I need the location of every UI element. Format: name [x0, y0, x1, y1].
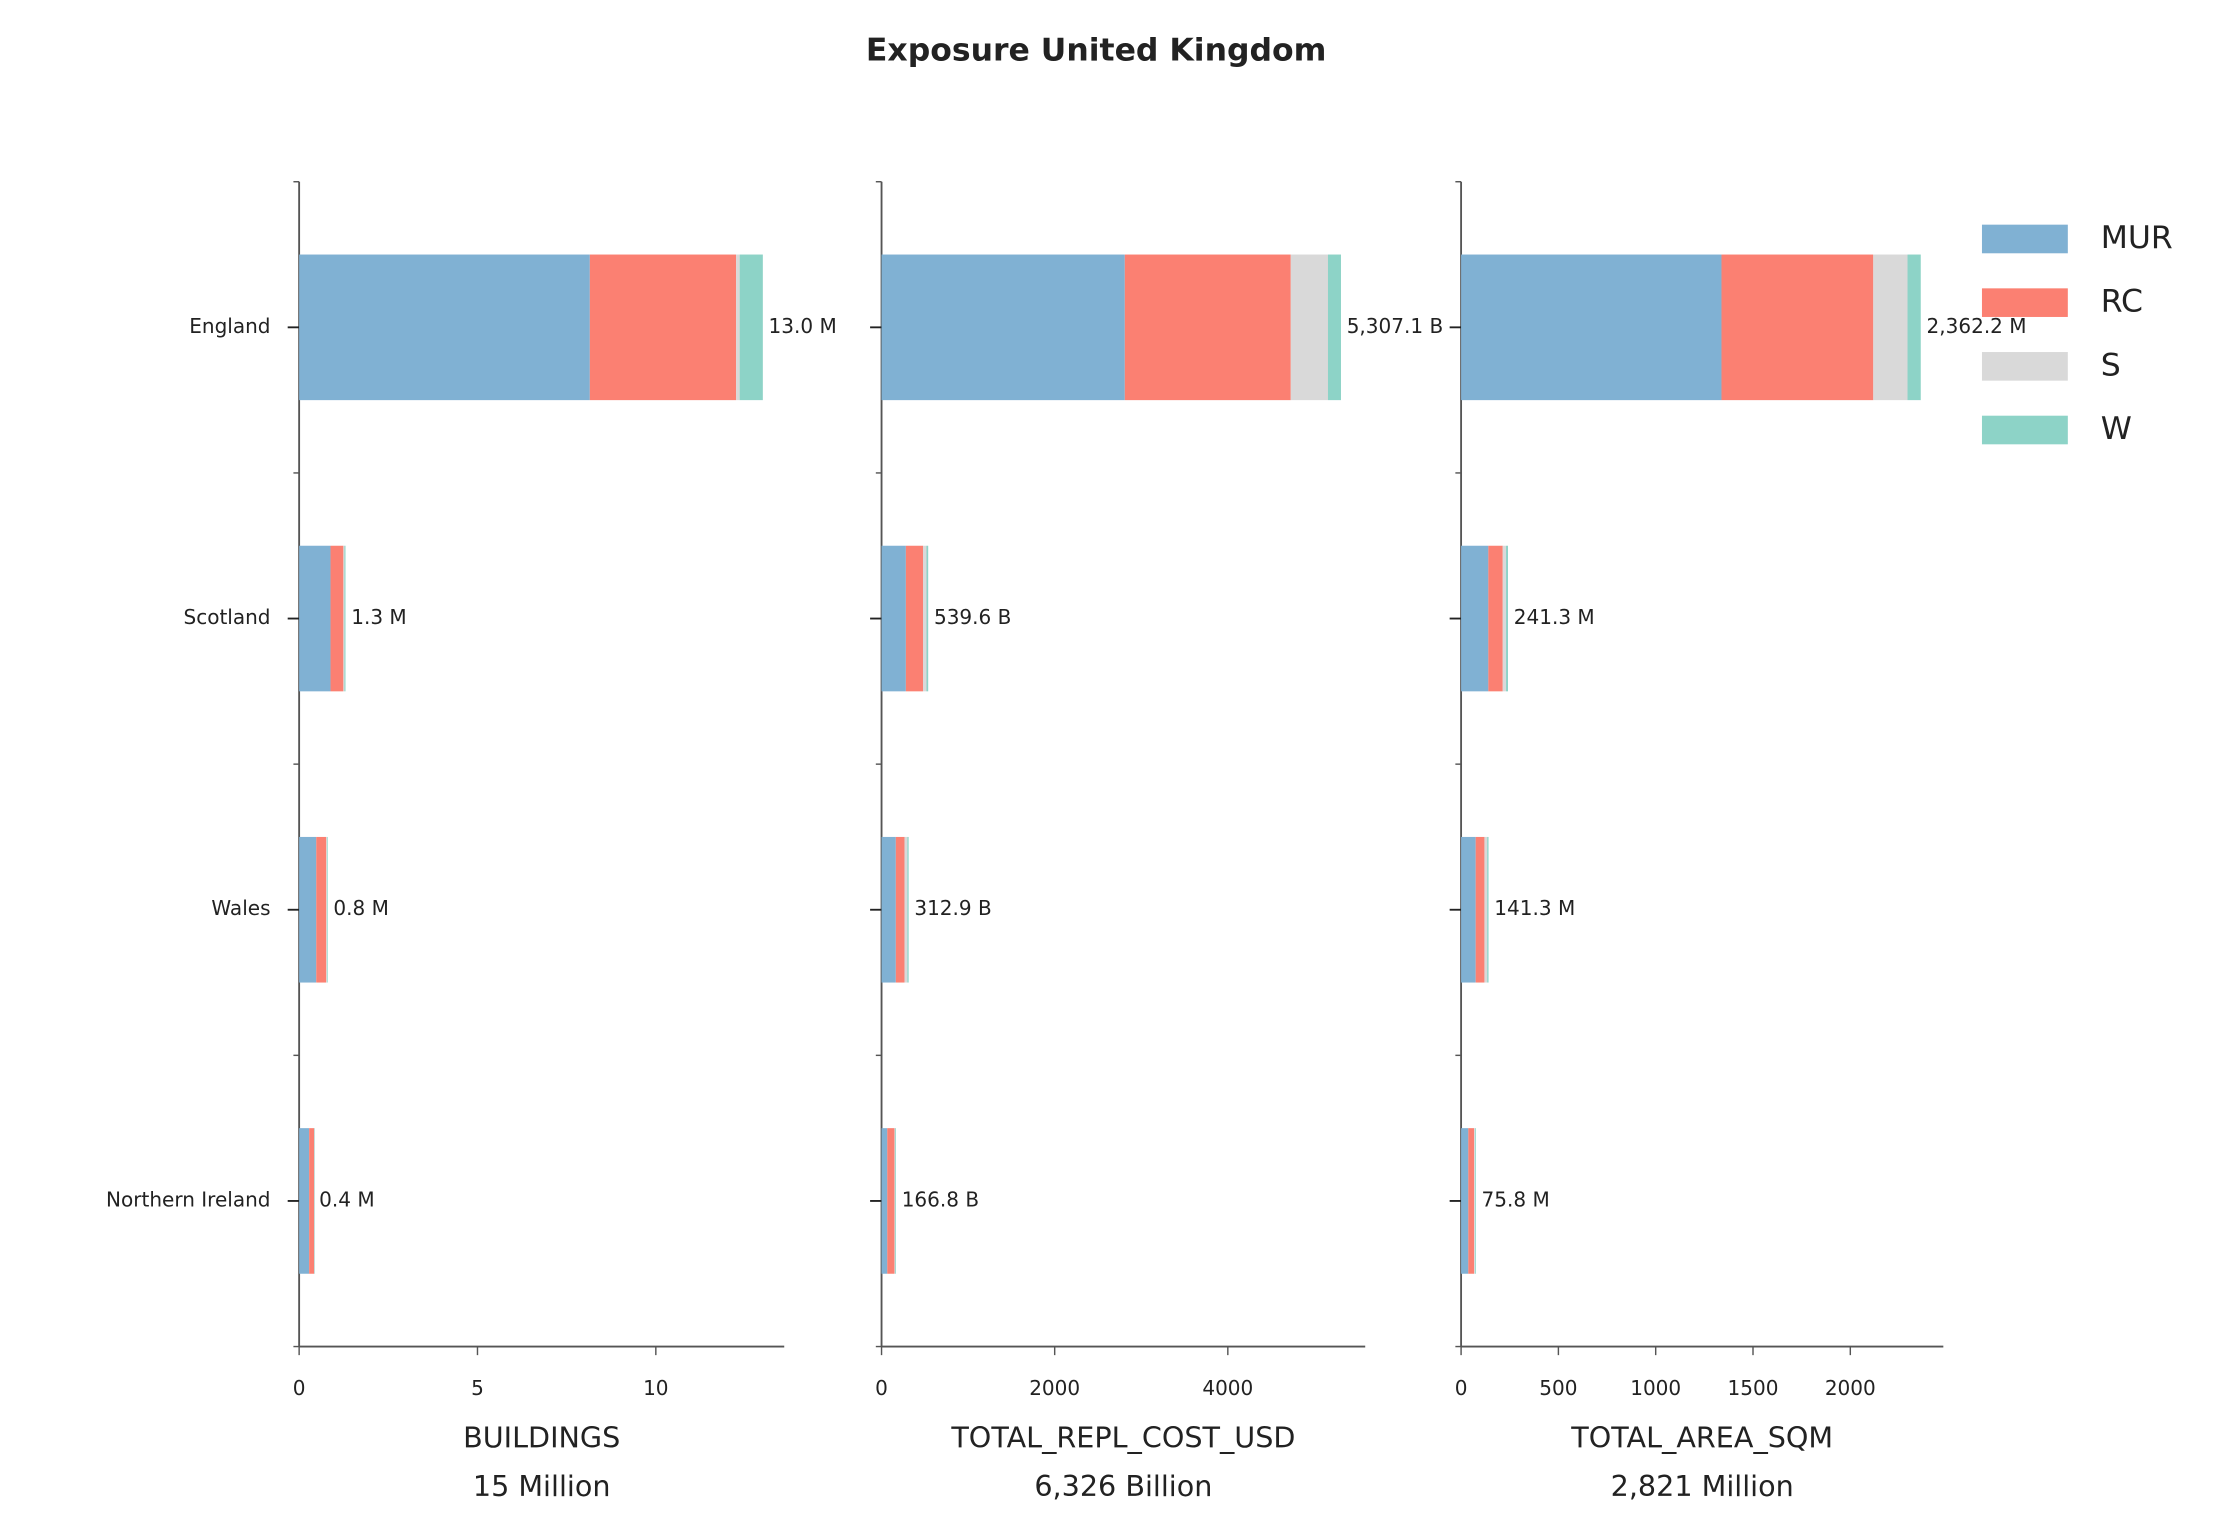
bar-segment	[1487, 836, 1489, 983]
x-tick-label: 4000	[1202, 1376, 1253, 1400]
bar-segment	[1124, 254, 1291, 401]
bar-segment	[905, 545, 924, 692]
bar-segment	[1461, 1128, 1469, 1274]
bar-segment	[299, 545, 331, 692]
bar-segment	[881, 545, 906, 692]
bar-segment	[326, 836, 327, 983]
bar-segment	[736, 254, 740, 401]
x-tick-label: 2000	[1825, 1376, 1876, 1400]
value-label: 1.3 M	[351, 605, 406, 629]
bar-segment	[881, 254, 1125, 401]
bar-segment	[343, 545, 345, 692]
bar-segment	[1468, 1128, 1475, 1274]
value-label: 2,362.2 M	[1927, 314, 2027, 338]
bar-segment	[1502, 545, 1507, 692]
value-label: 312.9 B	[914, 896, 991, 920]
bar-segment	[739, 254, 763, 401]
bar-segment	[894, 1128, 896, 1274]
bar-segment	[330, 545, 344, 692]
value-label: 241.3 M	[1514, 605, 1595, 629]
bar-segment	[887, 1128, 895, 1274]
x-axis-label: TOTAL_AREA_SQM	[1570, 1421, 1833, 1455]
y-tick-label: Northern Ireland	[106, 1187, 270, 1211]
y-tick-label: England	[189, 314, 270, 338]
value-label: 75.8 M	[1482, 1187, 1550, 1211]
bar-segment	[1461, 836, 1476, 983]
bar-segment	[1475, 1128, 1476, 1274]
bar-segment	[299, 836, 317, 983]
y-tick-label: Wales	[211, 896, 270, 920]
x-tick-label: 2000	[1029, 1376, 1080, 1400]
bar-segment	[904, 836, 908, 983]
bar-segment	[881, 836, 896, 983]
bar-segment	[1484, 836, 1488, 983]
bar-segment	[326, 836, 328, 983]
x-tick-label: 0	[293, 1376, 306, 1400]
value-label: 0.4 M	[319, 1187, 374, 1211]
x-tick-label: 0	[875, 1376, 888, 1400]
x-axis-label: 6,326 Billion	[1034, 1469, 1212, 1503]
x-tick-label: 10	[643, 1376, 668, 1400]
value-label: 5,307.1 B	[1347, 314, 1444, 338]
x-tick-label: 500	[1539, 1376, 1577, 1400]
bar-segment	[1461, 254, 1722, 401]
x-axis-label: 2,821 Million	[1611, 1469, 1794, 1503]
legend-label: S	[2101, 347, 2121, 383]
bar-segment	[895, 1128, 897, 1274]
bar-segment	[907, 836, 909, 983]
bar-segment	[589, 254, 737, 401]
bar-segment	[1873, 254, 1908, 401]
legend-swatch	[1981, 224, 2068, 254]
legend-label: W	[2101, 411, 2132, 447]
value-label: 539.6 B	[934, 605, 1011, 629]
legend-label: MUR	[2101, 220, 2173, 256]
x-tick-label: 5	[471, 1376, 484, 1400]
bar-segment	[1290, 254, 1328, 401]
bar-segment	[316, 836, 327, 983]
bar-segment	[1488, 545, 1503, 692]
legend-swatch	[1981, 352, 2068, 381]
value-label: 141.3 M	[1494, 896, 1575, 920]
x-tick-label: 0	[1455, 1376, 1468, 1400]
bar-segment	[1474, 1128, 1476, 1274]
legend-swatch	[1981, 288, 2068, 317]
bar-segment	[1907, 254, 1921, 401]
bar-segment	[1721, 254, 1874, 401]
x-axis-label: TOTAL_REPL_COST_USD	[950, 1421, 1295, 1455]
bar-segment	[344, 545, 346, 692]
bar-segment	[923, 545, 927, 692]
value-label: 13.0 M	[769, 314, 837, 338]
bar-segment	[299, 1128, 310, 1274]
bar-segment	[881, 1128, 888, 1274]
bar-segment	[1327, 254, 1341, 401]
bar-segment	[299, 254, 590, 401]
x-tick-label: 1000	[1630, 1376, 1681, 1400]
bar-segment	[1475, 836, 1485, 983]
y-tick-label: Scotland	[183, 605, 270, 629]
value-label: 166.8 B	[902, 1187, 979, 1211]
legend-label: RC	[2101, 284, 2143, 320]
bar-segment	[1461, 545, 1489, 692]
bar-segment	[309, 1128, 315, 1274]
bar-segment	[1506, 545, 1508, 692]
value-label: 0.8 M	[333, 896, 388, 920]
x-tick-label: 1500	[1728, 1376, 1779, 1400]
chart-title: Exposure United Kingdom	[866, 33, 1327, 69]
x-axis-label: 15 Million	[473, 1469, 611, 1503]
x-axis-label: BUILDINGS	[463, 1421, 620, 1455]
bar-segment	[926, 545, 929, 692]
bar-segment	[895, 836, 905, 983]
legend-swatch	[1981, 415, 2068, 445]
